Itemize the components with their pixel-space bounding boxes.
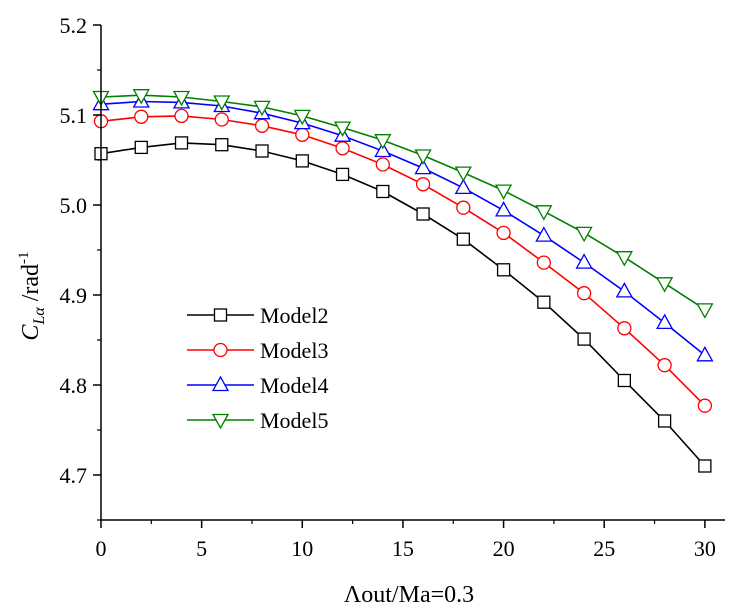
legend-marker-model5 [211, 413, 230, 430]
data-point-model2 [376, 184, 390, 199]
series-line-model3 [100, 115, 706, 407]
data-point-model3 [254, 118, 270, 133]
data-point-model4 [696, 345, 714, 362]
data-point-model2 [577, 332, 591, 346]
data-point-model2 [335, 167, 350, 182]
legend-marker-model4 [211, 375, 230, 392]
axes: 0 5 10 15 20 25 30 4.7 4.8 4.9 5.0 5.1 5.2 [60, 13, 725, 561]
data-point-model3 [415, 177, 431, 192]
data-point-model3 [214, 112, 229, 127]
series-model3 [93, 108, 713, 413]
data-point-model2 [416, 207, 430, 221]
data-point-model4 [535, 226, 553, 242]
y-axis-title-superscript: -1 [16, 251, 32, 264]
series-model4 [92, 92, 714, 362]
data-point-model4 [656, 313, 674, 330]
data-point-model5 [333, 121, 352, 137]
data-point-model2 [496, 263, 511, 277]
data-point-model2 [295, 154, 309, 168]
data-point-model2 [174, 136, 189, 150]
data-point-model3 [456, 200, 471, 215]
data-point-model3 [617, 321, 632, 336]
series-model2 [94, 136, 712, 473]
data-point-model2 [134, 140, 148, 155]
data-point-model3 [375, 157, 390, 172]
data-point-model2 [617, 373, 632, 388]
legend-item-model2: Model2 [187, 303, 328, 328]
y-tick-label: 4.8 [60, 373, 88, 398]
data-point-model2 [657, 414, 672, 428]
plot-area [92, 89, 714, 473]
series-line-model5 [100, 94, 706, 311]
legend-marker-model2 [213, 308, 228, 322]
data-point-model2 [215, 138, 229, 152]
series-line-model2 [100, 142, 706, 467]
y-tick-label: 5.1 [60, 103, 88, 128]
x-axis-title: Λout/Ma=0.3 [344, 582, 474, 608]
data-point-model3 [576, 286, 592, 301]
data-point-model4 [615, 282, 633, 298]
data-point-model3 [174, 108, 189, 124]
data-point-model3 [697, 398, 713, 413]
data-point-model3 [335, 141, 350, 156]
legend-marker-model3 [213, 342, 228, 358]
data-point-model2 [456, 232, 470, 246]
legend-label-model2: Model2 [260, 303, 328, 328]
x-tick-label: 15 [392, 536, 414, 561]
data-point-model5 [293, 109, 311, 126]
legend-label-model5: Model5 [260, 408, 328, 433]
x-tick-label: 0 [96, 536, 107, 561]
data-point-model4 [575, 253, 593, 269]
x-tick-label: 20 [493, 536, 515, 561]
data-point-model5 [414, 149, 432, 165]
data-point-model5 [615, 251, 633, 267]
legend-item-model3: Model3 [187, 338, 328, 363]
data-point-model5 [172, 90, 191, 107]
data-point-model3 [657, 358, 672, 373]
data-point-model2 [537, 295, 551, 309]
data-point-model4 [494, 201, 513, 217]
data-point-model4 [414, 158, 432, 175]
data-point-model3 [496, 225, 511, 241]
legend-item-model4: Model4 [187, 373, 328, 398]
data-point-model5 [132, 89, 150, 105]
data-point-model2 [698, 459, 712, 473]
y-axis-title-symbol: C [18, 324, 44, 341]
y-tick-label: 4.7 [60, 463, 88, 488]
y-tick-label: 4.9 [60, 283, 88, 308]
y-axis-title-subscript: Lα [31, 307, 48, 326]
x-tick-label: 5 [196, 536, 207, 561]
data-point-model5 [535, 205, 553, 221]
x-tick-label: 25 [593, 536, 615, 561]
data-point-model5 [656, 277, 674, 293]
data-point-model5 [454, 166, 472, 182]
data-point-model5 [253, 100, 271, 117]
data-point-model3 [295, 127, 310, 142]
legend: Model2 Model3 Model4 Model5 [187, 303, 328, 433]
data-point-model2 [255, 144, 269, 158]
y-axis-title: CLα/rad-1 [16, 251, 48, 340]
data-point-model5 [374, 134, 392, 150]
data-point-model3 [536, 255, 551, 270]
y-tick-label: 5.0 [60, 193, 88, 218]
data-point-model5 [696, 303, 714, 319]
data-point-model5 [494, 184, 513, 200]
data-point-model5 [213, 95, 231, 111]
x-tick-label: 30 [694, 536, 716, 561]
x-tick-label: 10 [291, 536, 313, 561]
legend-label-model4: Model4 [260, 373, 328, 398]
series-model5 [92, 89, 714, 319]
series-line-model4 [100, 100, 706, 356]
data-point-model4 [374, 141, 392, 158]
data-point-model3 [134, 109, 149, 124]
y-tick-label: 5.2 [60, 13, 88, 38]
legend-label-model3: Model3 [260, 338, 328, 363]
legend-item-model5: Model5 [187, 408, 328, 433]
data-point-model5 [575, 226, 593, 243]
data-point-model4 [454, 178, 472, 195]
y-axis-title-unit: /rad [18, 264, 44, 301]
